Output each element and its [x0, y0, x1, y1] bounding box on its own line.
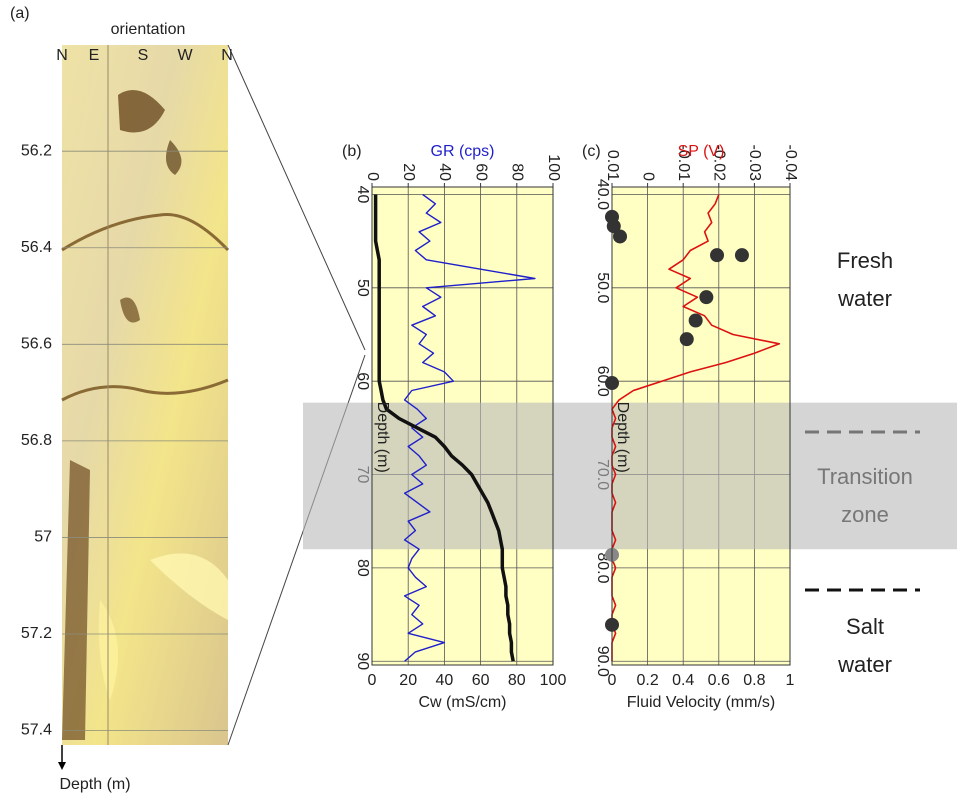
zone-label: water — [837, 652, 892, 677]
x-tick-label: 1 — [786, 672, 795, 689]
x2-tick-label: 60 — [472, 163, 489, 181]
x-tick-label: 0 — [368, 672, 377, 689]
page: (a) orientation Depth (m) 56.2 56.4 56.6 56… — [0, 0, 957, 806]
x-tick-label: 20 — [399, 672, 417, 689]
y-axis-label: Depth (m) — [614, 402, 631, 473]
x2-tick-label: 0 — [364, 172, 381, 181]
panel-label: (c) — [582, 143, 601, 160]
orientation-tick: E — [89, 47, 100, 64]
figure: (a) orientation Depth (m) 56.2 56.4 56.6 56… — [0, 0, 957, 801]
data-point — [680, 332, 694, 346]
x2-axis-label: SP (V) — [678, 143, 725, 160]
x-tick-label: 0.2 — [636, 672, 658, 689]
data-point — [735, 248, 749, 262]
orientation-tick: N — [221, 47, 233, 64]
zone-label: Salt — [846, 614, 884, 639]
data-point — [710, 248, 724, 262]
x2-tick-label: 0 — [639, 172, 656, 181]
x-tick-label: 60 — [472, 672, 490, 689]
y-tick-label: 57.2 — [21, 625, 52, 642]
orientation-tick: S — [138, 47, 149, 64]
orientation-tick: N — [56, 47, 68, 64]
y-tick-label: 40 — [354, 186, 371, 204]
x2-tick-label: 40 — [436, 163, 453, 181]
x-tick-label: 80 — [508, 672, 526, 689]
x-axis-label: Fluid Velocity (mm/s) — [627, 694, 775, 711]
x2-axis-label: GR (cps) — [431, 143, 495, 160]
depth-label: Depth (m) — [59, 776, 130, 793]
x-tick-label: 0.6 — [708, 672, 730, 689]
y-tick-label: 50.0 — [594, 272, 611, 303]
x2-tick-label: -0.03 — [746, 145, 763, 182]
x-tick-label: 40 — [436, 672, 454, 689]
x-tick-label: 0 — [608, 672, 617, 689]
panel-label: (b) — [342, 143, 362, 160]
y-tick-label: 40.0 — [594, 179, 611, 210]
data-point — [689, 314, 703, 328]
y-tick-label: 56.2 — [21, 142, 52, 159]
zone-label: water — [837, 286, 892, 311]
x-tick-label: 100 — [540, 672, 567, 689]
y-axis-label: Depth (m) — [374, 402, 391, 473]
y-tick-label: 60 — [354, 372, 371, 390]
data-point — [699, 290, 713, 304]
y-tick-label: 56.6 — [21, 336, 52, 353]
data-point — [613, 229, 627, 243]
y-tick-label: 50 — [354, 279, 371, 297]
panel-label: (a) — [10, 5, 30, 22]
zone-label: zone — [841, 502, 889, 527]
orientation-tick: W — [177, 47, 193, 64]
x2-tick-label: 20 — [400, 163, 417, 181]
x2-tick-label: -0.04 — [782, 145, 799, 182]
y-tick-label: 57.4 — [21, 722, 52, 739]
y-tick-label: 56.4 — [21, 239, 52, 256]
orientation-label: orientation — [111, 21, 186, 38]
x-tick-label: 0.4 — [672, 672, 694, 689]
x-tick-label: 0.8 — [743, 672, 765, 689]
x2-tick-label: 80 — [509, 163, 526, 181]
y-tick-label: 57 — [34, 529, 52, 546]
x-axis-label: Cw (mS/cm) — [419, 694, 507, 711]
x2-tick-label: 100 — [545, 154, 562, 181]
zone-label: Transition — [817, 464, 913, 489]
y-tick-label: 56.8 — [21, 432, 52, 449]
y-tick-label: 90 — [354, 652, 371, 670]
x2-tick-label: 0.01 — [604, 150, 621, 181]
zone-label: Fresh — [837, 248, 893, 273]
y-tick-label: 80 — [354, 559, 371, 577]
